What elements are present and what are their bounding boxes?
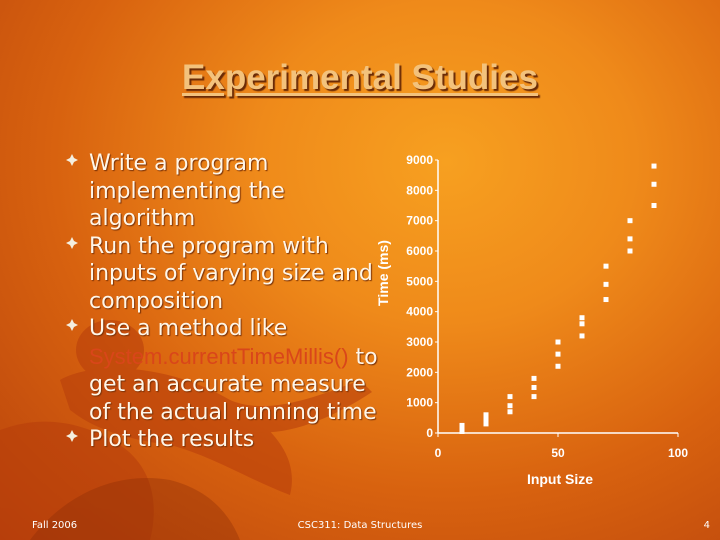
bullet-item: Run the program with inputs of varying s… <box>66 233 386 316</box>
bullet-text: Plot the results <box>89 427 255 452</box>
slide-title: Experimental Studies <box>182 58 538 97</box>
y-tick-label: 4000 <box>406 305 433 319</box>
data-point <box>603 297 609 303</box>
y-tick-label: 7000 <box>406 214 433 228</box>
data-point <box>531 394 537 400</box>
y-tick-label: 0 <box>426 426 433 440</box>
bullet-star-icon <box>66 154 78 166</box>
scatter-chart: Time (ms) Input Size 0100020003000400050… <box>375 153 688 487</box>
bullet-star-icon <box>66 430 78 442</box>
x-axis-label: Input Size <box>527 471 593 487</box>
data-point <box>579 315 585 321</box>
bullet-item: Use a method like System.currentTimeMill… <box>66 315 386 426</box>
bullet-star-icon <box>66 319 78 331</box>
y-tick-label: 3000 <box>406 335 433 349</box>
bullet-text: to get an accurate measure of the actual… <box>89 344 378 425</box>
x-tick-label: 100 <box>668 446 688 460</box>
data-point <box>459 425 465 431</box>
data-point <box>459 422 465 428</box>
data-point <box>603 281 609 287</box>
data-point <box>507 394 513 400</box>
y-tick-label: 1000 <box>406 396 433 410</box>
bullet-star-icon <box>66 236 78 249</box>
data-point <box>579 321 585 327</box>
data-point <box>483 416 489 422</box>
bullet-item: Write a program implementing the algorit… <box>66 150 386 233</box>
data-point <box>627 218 633 224</box>
data-point <box>627 248 633 254</box>
data-point <box>555 351 561 357</box>
y-tick-label: 2000 <box>406 365 433 379</box>
footer-date: Fall 2006 <box>32 520 78 531</box>
y-axis-label: Time (ms) <box>375 240 391 306</box>
x-tick-label: 50 <box>551 446 565 460</box>
data-point <box>483 421 489 427</box>
y-tick-label: 9000 <box>406 153 433 167</box>
data-point <box>651 163 657 169</box>
data-point <box>459 428 465 434</box>
data-point <box>651 181 657 187</box>
data-point <box>555 363 561 369</box>
y-tick-label: 6000 <box>406 244 433 258</box>
bullet-text: Run the program with inputs of varying s… <box>89 233 373 314</box>
data-point <box>531 385 537 390</box>
bullet-list: Write a program implementing the algorit… <box>66 150 386 454</box>
bullet-text: Write a program implementing the algorit… <box>89 151 285 231</box>
data-point <box>507 409 513 415</box>
bullet-item: Plot the results <box>66 426 386 454</box>
data-point <box>651 203 657 208</box>
page-number: 4 <box>703 520 710 531</box>
bullet-text: Use a method like <box>89 316 288 341</box>
data-point <box>627 236 633 242</box>
x-tick-label: 0 <box>435 446 442 460</box>
data-point <box>483 412 489 418</box>
data-point <box>531 375 537 381</box>
code-snippet: System.currentTimeMillis() <box>89 343 349 369</box>
data-point <box>555 339 561 345</box>
y-tick-label: 5000 <box>406 274 433 288</box>
y-tick-label: 8000 <box>406 183 433 197</box>
data-point <box>579 333 585 339</box>
footer-course: CSC311: Data Structures <box>297 520 423 531</box>
data-point <box>603 263 609 269</box>
data-point <box>507 403 513 409</box>
